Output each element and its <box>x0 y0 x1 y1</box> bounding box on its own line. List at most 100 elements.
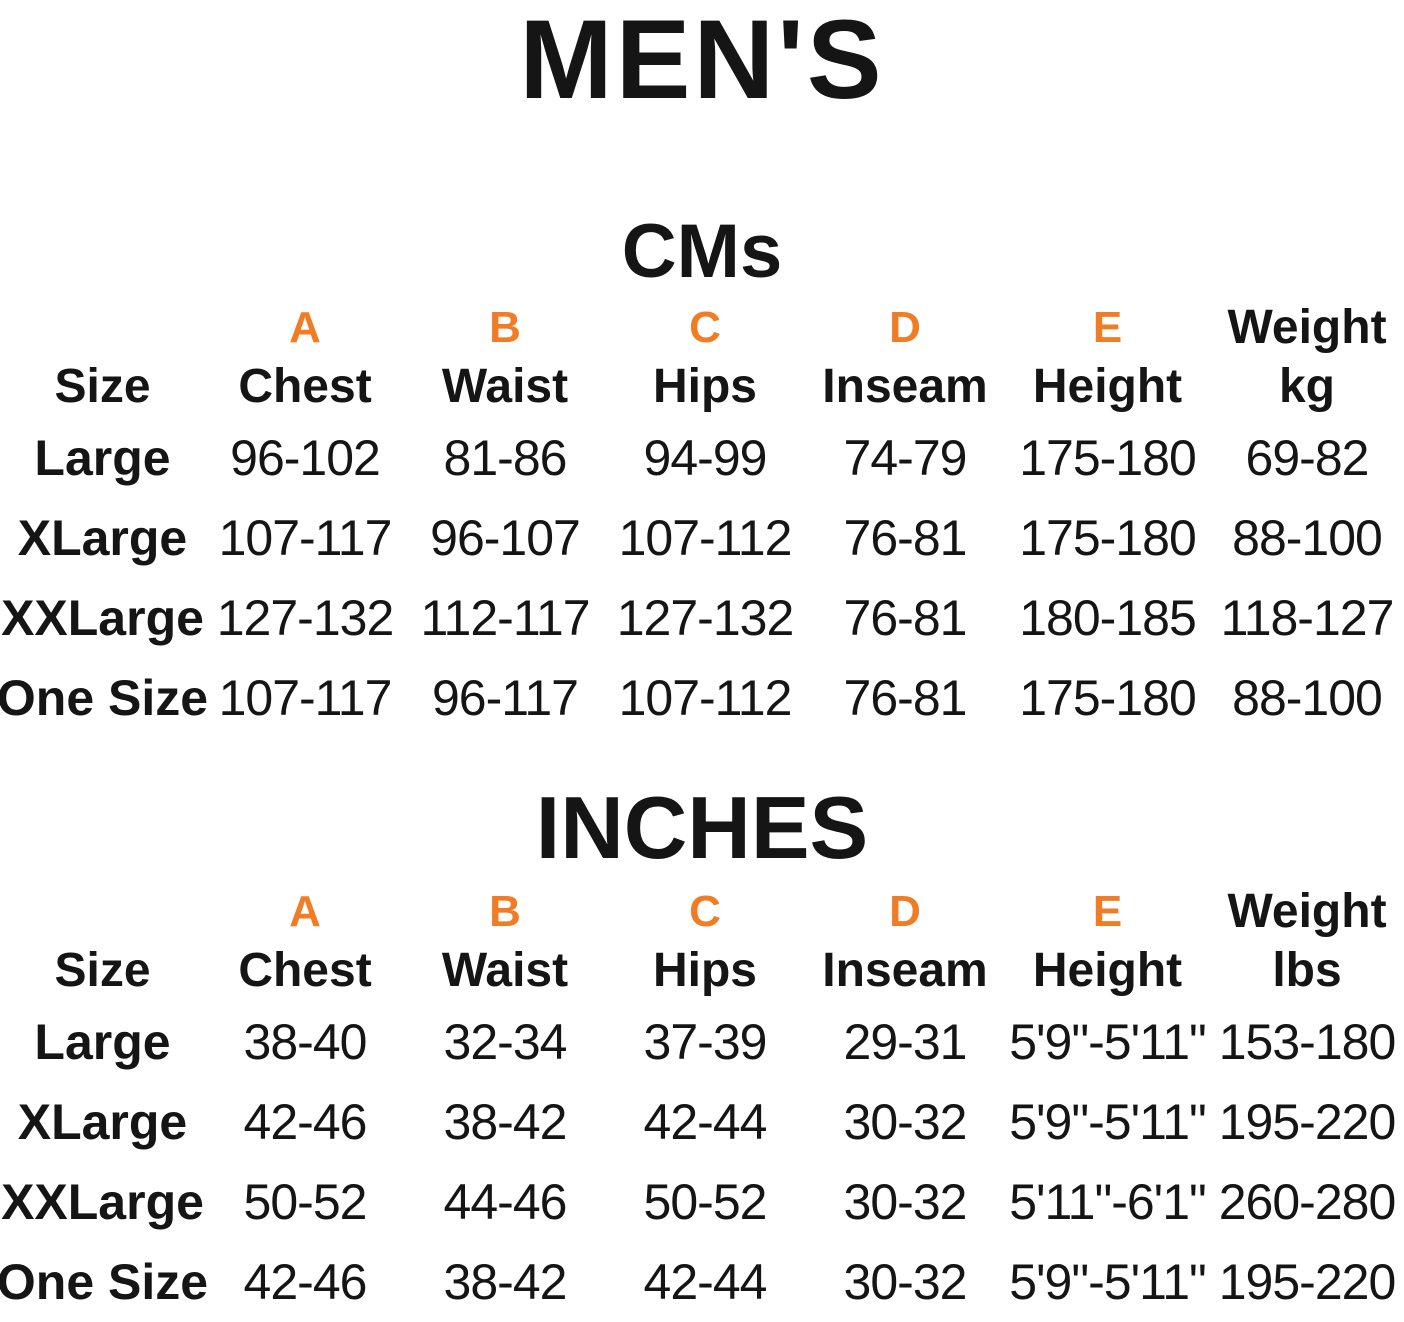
size-value: 175-180 <box>1019 670 1197 726</box>
size-value: 195-220 <box>1218 1094 1397 1150</box>
column-header: Height <box>1032 943 1183 997</box>
column-header: Inseam <box>822 943 988 997</box>
size-value: 30-32 <box>843 1254 968 1310</box>
weight-unit-label: kg <box>1278 359 1335 413</box>
size-value: 44-46 <box>443 1174 568 1230</box>
size-value: 107-117 <box>218 510 393 566</box>
measurement-letter: B <box>489 886 521 936</box>
size-value: 107-117 <box>218 670 393 726</box>
size-label: One Size <box>0 670 209 726</box>
size-value: 175-180 <box>1019 510 1197 566</box>
column-header: Height <box>1032 359 1183 413</box>
table-row: XXLarge 50-52 44-46 50-52 30-32 5'11"-6'1" 260… <box>0 1162 1404 1242</box>
measurement-letter: A <box>289 886 321 936</box>
size-value: 74-79 <box>843 430 968 486</box>
weight-unit-label: lbs <box>1272 943 1342 997</box>
measurement-letters-row: A B C D E Weight <box>0 884 1404 938</box>
size-value: 69-82 <box>1245 430 1370 486</box>
size-label: Large <box>34 430 171 486</box>
column-header: Waist <box>441 359 569 413</box>
size-value: 42-44 <box>643 1094 768 1150</box>
size-value: 94-99 <box>643 430 768 486</box>
size-value: 5'9"-5'11" <box>1009 1094 1207 1150</box>
column-headers-row: Size Chest Waist Hips Inseam Height kg <box>0 354 1404 418</box>
column-header: Hips <box>652 359 757 413</box>
size-value: 42-46 <box>243 1254 368 1310</box>
size-value: 127-132 <box>216 590 395 646</box>
size-label: XLarge <box>17 1094 188 1150</box>
size-label: Large <box>34 1014 171 1070</box>
column-header: Waist <box>441 943 569 997</box>
column-header: Inseam <box>822 359 988 413</box>
table-row: Large 96-102 81-86 94-99 74-79 175-180 69-82 <box>0 418 1404 498</box>
size-value: 88-100 <box>1232 670 1383 726</box>
inches-size-table: A B C D E Weight Size Chest Waist Hips Inseam Heigh… <box>0 884 1404 1322</box>
size-value: 5'11"-6'1" <box>1009 1174 1207 1230</box>
cm-size-table: A B C D E Weight Size Chest Waist Hips Inseam Heigh… <box>0 300 1404 738</box>
size-value: 32-34 <box>443 1014 568 1070</box>
cm-section-title: CMs <box>621 209 783 294</box>
size-value: 96-102 <box>230 430 381 486</box>
size-value: 127-132 <box>616 590 795 646</box>
size-value: 5'9"-5'11" <box>1009 1014 1207 1070</box>
page-title: MEN'S <box>519 0 885 122</box>
size-value: 42-46 <box>243 1094 368 1150</box>
measurement-letter: C <box>689 886 721 936</box>
size-value: 38-42 <box>443 1254 568 1310</box>
size-value: 50-52 <box>643 1174 768 1230</box>
measurement-letters-row: A B C D E Weight <box>0 300 1404 354</box>
size-value: 153-180 <box>1218 1014 1397 1070</box>
size-value: 96-107 <box>430 510 581 566</box>
column-header: Size <box>54 359 151 413</box>
measurement-letter: A <box>289 302 321 352</box>
size-value: 30-32 <box>843 1094 968 1150</box>
size-label: XXLarge <box>1 1174 204 1230</box>
size-value: 107-112 <box>618 670 793 726</box>
size-value: 38-42 <box>443 1094 568 1150</box>
column-header: Chest <box>238 359 372 413</box>
size-value: 118-127 <box>1220 590 1395 646</box>
size-value: 76-81 <box>843 590 968 646</box>
size-value: 96-117 <box>432 670 579 726</box>
column-header: Chest <box>238 943 372 997</box>
size-label: XXLarge <box>1 590 204 646</box>
size-value: 81-86 <box>443 430 568 486</box>
size-value: 37-39 <box>643 1014 768 1070</box>
size-value: 180-185 <box>1019 590 1197 646</box>
size-value: 38-40 <box>243 1014 368 1070</box>
cm-table-section: CMs A B C D E Weight Size Chest Waist Hips Inseam H… <box>0 214 1404 738</box>
size-label: One Size <box>0 1254 209 1310</box>
inches-table-section: INCHES A B C D E Weight Size Chest Waist Hips Inse… <box>0 784 1404 1322</box>
measurement-letter: E <box>1092 886 1123 936</box>
table-row: XXLarge 127-132 112-117 127-132 76-81 180-185… <box>0 578 1404 658</box>
measurement-letter: D <box>889 302 921 352</box>
size-value: 42-44 <box>643 1254 768 1310</box>
measurement-letter: E <box>1092 302 1123 352</box>
column-header: Hips <box>652 943 757 997</box>
table-row: Large 38-40 32-34 37-39 29-31 5'9"-5'11" 153-1… <box>0 1002 1404 1082</box>
size-value: 76-81 <box>843 670 968 726</box>
size-value: 30-32 <box>843 1174 968 1230</box>
size-value: 5'9"-5'11" <box>1009 1254 1207 1310</box>
table-row: One Size 42-46 38-42 42-44 30-32 5'9"-5'11" 19… <box>0 1242 1404 1322</box>
column-headers-row: Size Chest Waist Hips Inseam Height lbs <box>0 938 1404 1002</box>
table-row: XLarge 42-46 38-42 42-44 30-32 5'9"-5'11" 195-… <box>0 1082 1404 1162</box>
size-label: XLarge <box>17 510 188 566</box>
size-value: 175-180 <box>1019 430 1197 486</box>
size-value: 29-31 <box>843 1014 968 1070</box>
size-value: 50-52 <box>243 1174 368 1230</box>
size-value: 88-100 <box>1232 510 1383 566</box>
measurement-letter: C <box>689 302 721 352</box>
weight-header-label: Weight <box>1227 301 1387 354</box>
size-value: 112-117 <box>420 590 590 646</box>
size-value: 195-220 <box>1218 1254 1397 1310</box>
inches-section-title: INCHES <box>535 778 869 877</box>
size-value: 107-112 <box>618 510 793 566</box>
size-value: 260-280 <box>1218 1174 1397 1230</box>
table-row: XLarge 107-117 96-107 107-112 76-81 175-180 88… <box>0 498 1404 578</box>
measurement-letter: B <box>489 302 521 352</box>
column-header: Size <box>54 943 151 997</box>
table-row: One Size 107-117 96-117 107-112 76-81 175-180… <box>0 658 1404 738</box>
weight-header-label: Weight <box>1227 885 1387 938</box>
